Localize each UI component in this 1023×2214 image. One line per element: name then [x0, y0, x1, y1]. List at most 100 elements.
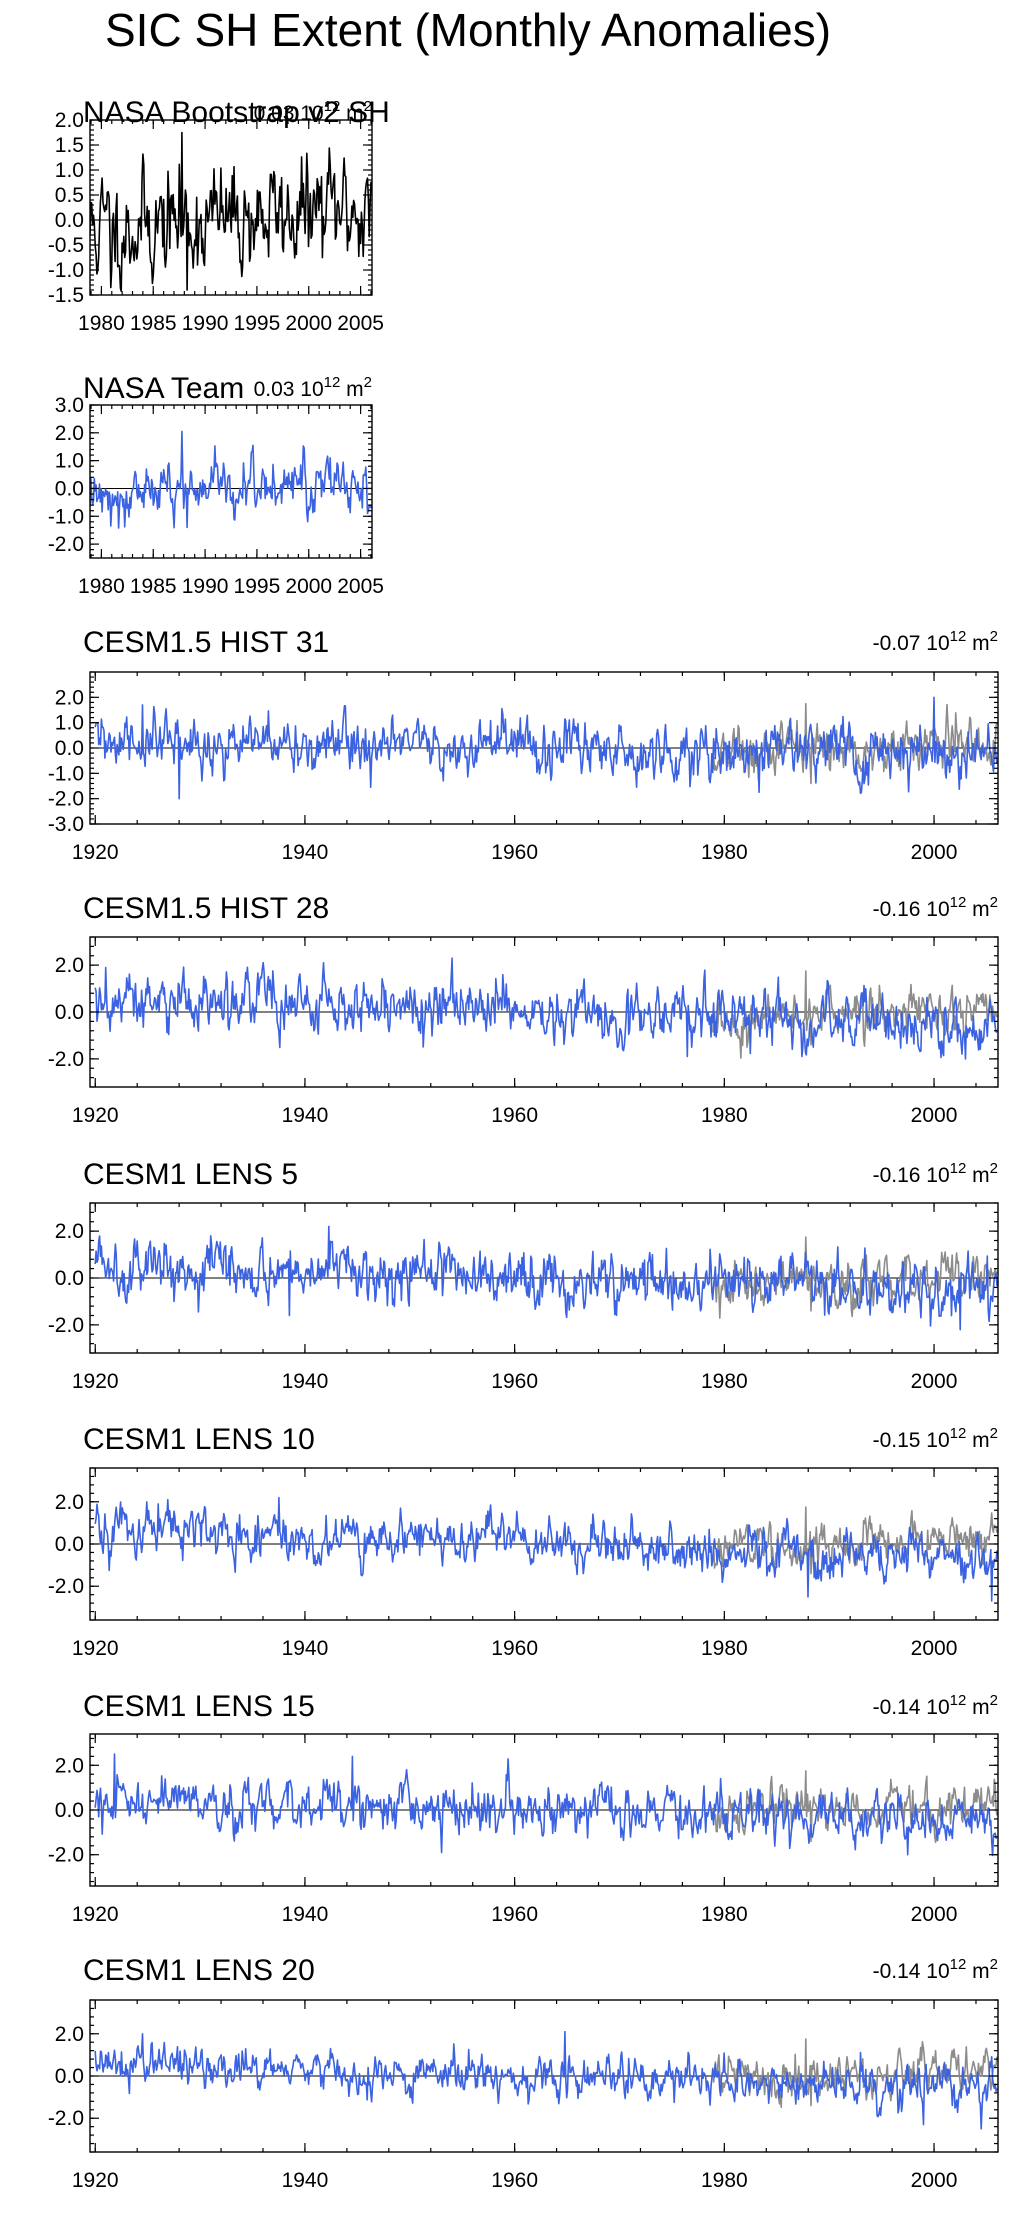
y-tick-label: 2.0 [55, 109, 84, 132]
x-tick-label: 2000 [911, 1903, 958, 1926]
panel-cesm1-lens5: CESM1 LENS 5 -0.16 1012 m2 -2.0 0.0 2.0 1920 1… [48, 1158, 999, 1393]
series-group [94, 957, 998, 1060]
y-tick-label: -2.0 [48, 2107, 84, 2130]
x-tick-label: 1985 [130, 575, 177, 598]
panel-title: CESM1 LENS 10 [83, 1423, 315, 1456]
x-tick-label: 1920 [72, 1370, 119, 1393]
y-tick-label: -2.0 [48, 1314, 84, 1337]
x-tick-label: 1995 [234, 312, 281, 335]
x-tick-label: 1980 [701, 2169, 748, 2192]
trend-label: -0.14 1012 m2 [873, 1692, 998, 1719]
x-tick-label: 1940 [282, 841, 329, 864]
y-tick-label: -2.0 [48, 1048, 84, 1071]
panel-cesm15-hist31: CESM1.5 HIST 31 -0.07 1012 m2 -3.0-2.0 -1.0… [48, 626, 999, 864]
x-tick-label: 2000 [911, 841, 958, 864]
panel-nasa-bootstrap: NASA Bootstrap v2 SH0.03 1012 m2-1.5-1.0… [48, 96, 390, 335]
y-tick-label: 0.0 [55, 1533, 84, 1556]
x-tick-label: 1920 [72, 1637, 119, 1660]
y-tick-label: -2.0 [48, 788, 84, 811]
x-tick-label: 1960 [491, 1370, 538, 1393]
x-tick-label: 1940 [282, 1637, 329, 1660]
y-tick-label: 3.0 [55, 394, 84, 417]
y-tick-label: 1.0 [55, 159, 84, 182]
y-tick-label: 2.0 [55, 422, 84, 445]
x-tick-label: 2000 [285, 575, 332, 598]
y-tick-label: -1.0 [48, 762, 84, 785]
observed-series-line [712, 1506, 998, 1575]
observed-series-line [90, 131, 372, 292]
x-tick-label: 1920 [72, 1104, 119, 1127]
series-group [94, 2030, 998, 2130]
panel-cesm1-lens20: CESM1 LENS 20 -0.14 1012 m2 -2.0 0.0 2.0 1920… [48, 1954, 999, 2192]
model-series-line [94, 1753, 998, 1857]
series-group [94, 1496, 998, 1602]
x-tick-label: 2000 [911, 1370, 958, 1393]
observed-series-line [90, 430, 372, 529]
x-tick-label: 1990 [182, 575, 229, 598]
trend-label: -0.07 1012 m2 [873, 628, 998, 655]
y-tick-label: 2.0 [55, 1220, 84, 1243]
x-tick-label: 2005 [337, 312, 384, 335]
x-tick-label: 1990 [182, 312, 229, 335]
series-group [94, 1225, 998, 1331]
x-tick-label: 1940 [282, 1104, 329, 1127]
series-group [90, 131, 372, 292]
y-tick-label: -1.5 [48, 284, 84, 307]
y-tick-label: -2.0 [48, 1575, 84, 1598]
y-tick-label: 1.5 [55, 134, 84, 157]
x-tick-label: 1960 [491, 841, 538, 864]
model-series-line [94, 2030, 998, 2130]
x-tick-label: 2000 [911, 1637, 958, 1660]
model-series-line [94, 1496, 998, 1602]
y-tick-label: 0.0 [55, 1799, 84, 1822]
x-tick-label: 1920 [72, 841, 119, 864]
y-tick-label: -0.5 [48, 234, 84, 257]
x-tick-label: 2000 [911, 2169, 958, 2192]
y-tick-label: 0.0 [55, 2065, 84, 2088]
plot-frame [89, 404, 373, 559]
x-tick-label: 1980 [78, 312, 125, 335]
x-tick-label: 1985 [130, 312, 177, 335]
y-tick-label: 0.5 [55, 184, 84, 207]
y-tick-label: 0.0 [55, 477, 84, 500]
y-tick-label: 2.0 [55, 1491, 84, 1514]
trend-label: 0.03 1012 m2 [254, 374, 372, 401]
series-group [90, 430, 372, 529]
y-tick-label: -2.0 [48, 533, 84, 556]
x-tick-label: 1940 [282, 1370, 329, 1393]
figure-title: SIC SH Extent (Monthly Anomalies) [105, 4, 831, 56]
panel-title: CESM1 LENS 5 [83, 1158, 298, 1191]
x-tick-label: 1960 [491, 1903, 538, 1926]
y-tick-label: -1.0 [48, 259, 84, 282]
x-tick-label: 1960 [491, 2169, 538, 2192]
model-series-line [94, 696, 998, 800]
panel-title: CESM1 LENS 20 [83, 1954, 315, 1987]
x-tick-label: 1980 [78, 575, 125, 598]
trend-label: -0.15 1012 m2 [873, 1425, 998, 1452]
y-tick-label: 1.0 [55, 712, 84, 735]
plot-frame [89, 119, 373, 296]
x-tick-label: 1960 [491, 1637, 538, 1660]
model-series-line [94, 957, 998, 1060]
x-tick-label: 1980 [701, 841, 748, 864]
trend-label: -0.16 1012 m2 [873, 1160, 998, 1187]
x-tick-label: 1920 [72, 1903, 119, 1926]
y-tick-label: -3.0 [48, 813, 84, 836]
trend-label: -0.14 1012 m2 [873, 1956, 998, 1983]
x-tick-label: 1960 [491, 1104, 538, 1127]
trend-label: 0.03 1012 m2 [254, 98, 372, 125]
y-tick-label: 2.0 [55, 686, 84, 709]
y-tick-label: -1.0 [48, 505, 84, 528]
x-tick-label: 1980 [701, 1370, 748, 1393]
x-tick-label: 1980 [701, 1637, 748, 1660]
y-tick-label: 2.0 [55, 2023, 84, 2046]
panels: NASA Bootstrap v2 SH0.03 1012 m2-1.5-1.0… [48, 96, 999, 2192]
panel-cesm15-hist28: CESM1.5 HIST 28 -0.16 1012 m2 -2.0 0.0 2.0 19… [48, 892, 999, 1127]
y-tick-label: 2.0 [55, 1754, 84, 1777]
y-tick-label: 0.0 [55, 737, 84, 760]
model-series-line [94, 1225, 998, 1331]
y-tick-label: 0.0 [55, 1001, 84, 1024]
series-group [94, 696, 998, 800]
panel-cesm1-lens15: CESM1 LENS 15 -0.14 1012 m2 -2.0 0.0 2.0 1920… [48, 1690, 999, 1926]
